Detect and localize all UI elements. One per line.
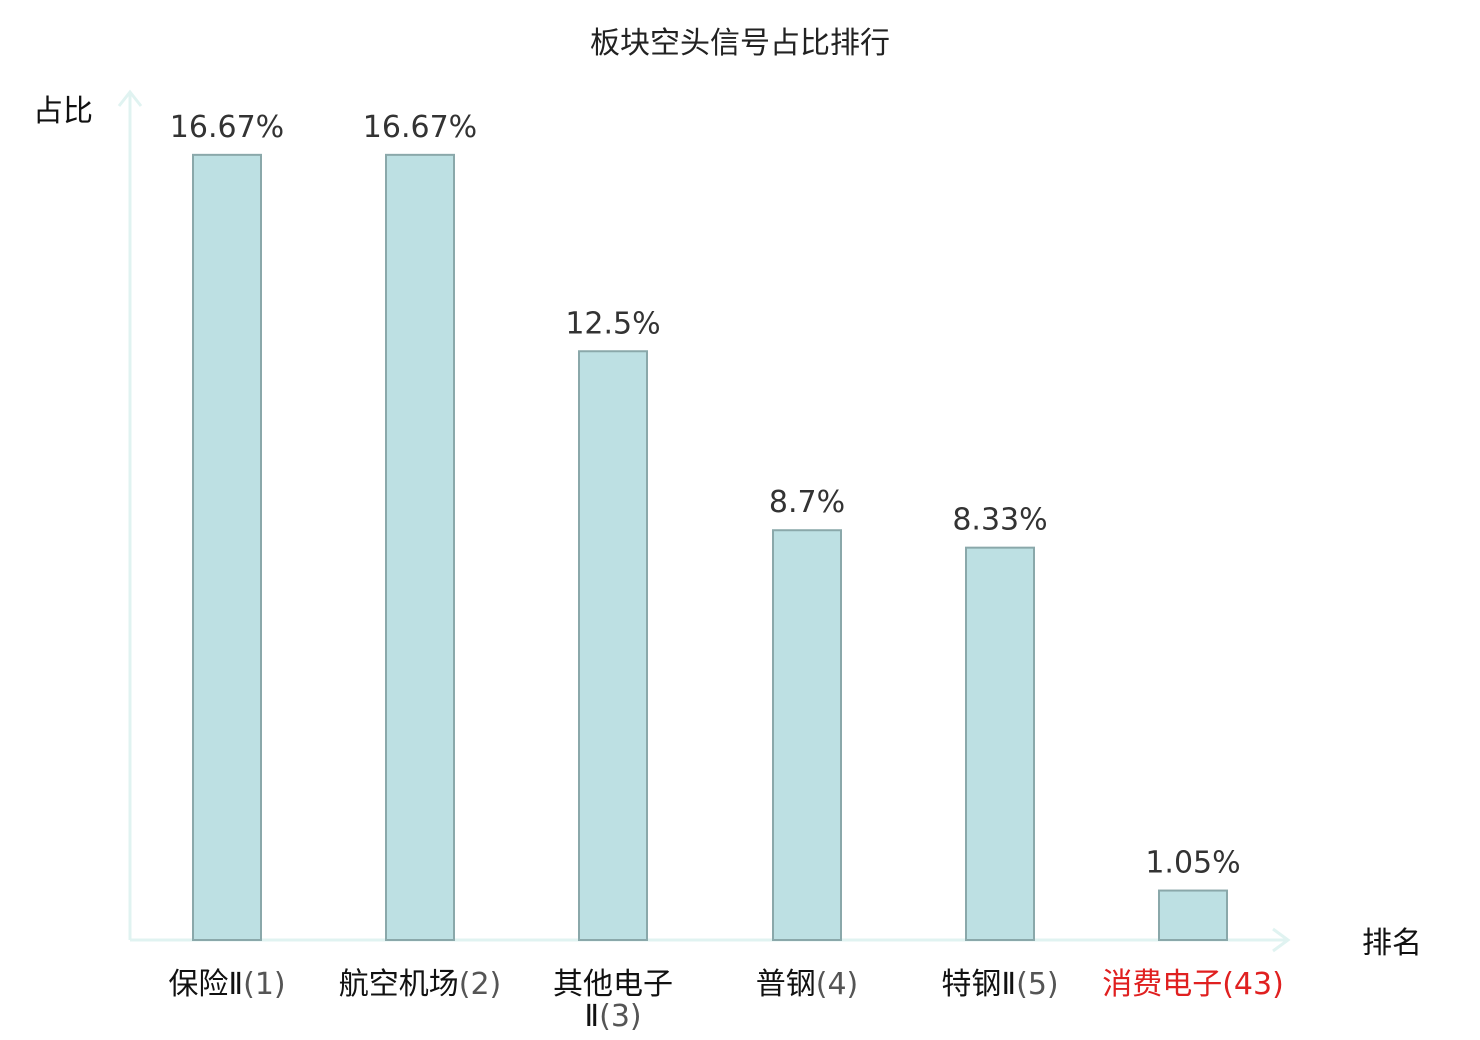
- y-axis-arrow: [117, 89, 143, 107]
- bar-value-label: 1.05%: [1145, 846, 1240, 881]
- x-axis-label: 排名: [1362, 926, 1422, 961]
- x-tick-label: 保险Ⅱ(1): [168, 967, 285, 1002]
- x-tick-labels: 保险Ⅱ(1) 航空机场(2) 其他电子 Ⅱ(3) 普钢(4) 特钢Ⅱ(5) 消费电子(43): [168, 967, 1283, 1034]
- bar-value-label: 8.7%: [769, 485, 845, 520]
- x-tick-label: 其他电子 Ⅱ(3): [553, 967, 673, 1034]
- bar: [578, 350, 648, 941]
- bar-value-label: 8.33%: [952, 503, 1047, 538]
- bar-value-label: 16.67%: [170, 110, 284, 145]
- x-axis-arrow: [1272, 927, 1291, 953]
- bar: [772, 529, 842, 941]
- x-tick-label: 航空机场(2): [339, 967, 502, 1002]
- x-tick-label: 特钢Ⅱ(5): [941, 967, 1058, 1002]
- chart-title: 板块空头信号占比排行: [590, 26, 890, 61]
- bar-value-label: 16.67%: [363, 110, 477, 145]
- x-tick-label: 消费电子(43): [1102, 967, 1284, 1002]
- y-axis-label: 占比: [33, 94, 93, 129]
- axes: [117, 89, 1291, 953]
- value-labels: 16.67% 16.67% 12.5% 8.7% 8.33% 1.05%: [170, 110, 1241, 881]
- x-tick-label: 普钢(4): [756, 967, 859, 1002]
- bar: [385, 153, 455, 941]
- bar-value-label: 12.5%: [565, 306, 660, 341]
- bar: [965, 546, 1035, 941]
- bar: [192, 153, 262, 941]
- bars: [192, 153, 1228, 941]
- bar: [1158, 889, 1228, 941]
